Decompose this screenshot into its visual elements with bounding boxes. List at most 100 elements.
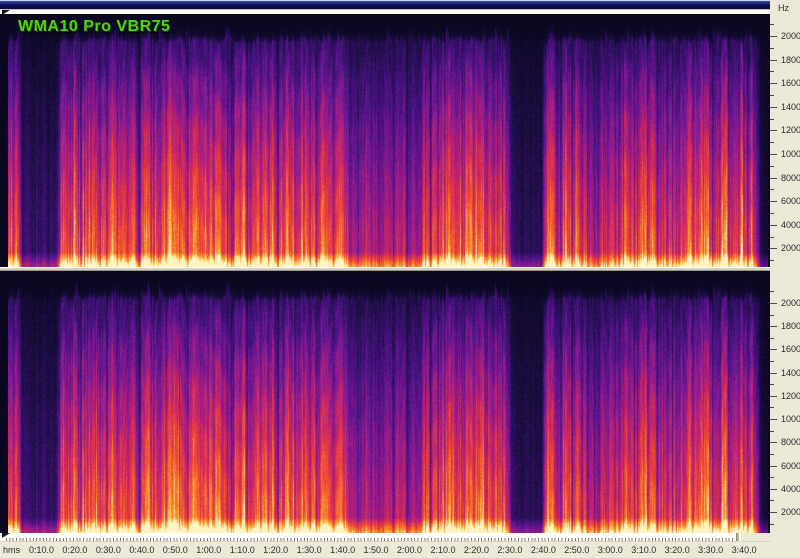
freq-minor-tick — [770, 95, 774, 96]
time-tick-label: 0:30.0 — [95, 545, 121, 555]
time-tick-label: 2:20.0 — [463, 545, 489, 555]
freq-major-tick — [770, 201, 777, 203]
selection-marker-icon[interactable] — [2, 533, 10, 538]
freq-tick-label: 20000 — [781, 31, 800, 41]
freq-tick-label: 10000 — [781, 149, 800, 159]
freq-major-tick — [770, 349, 777, 351]
time-tick-label: 3:10.0 — [631, 545, 657, 555]
freq-tick-label: 2000 — [781, 506, 800, 517]
freq-minor-tick — [770, 71, 774, 73]
time-tick-label: 2:50.0 — [564, 545, 590, 555]
freq-minor-tick — [770, 142, 774, 144]
time-tick-label: 3:20.0 — [664, 545, 690, 555]
freq-tick-label: 20000 — [781, 298, 800, 308]
seconds-tick-marks — [6, 538, 733, 541]
spectrogram-panel-left-channel[interactable]: WMA10 Pro VBR75 — [0, 14, 770, 267]
freq-major-tick — [770, 248, 777, 250]
frequency-axis[interactable]: 2000 4000 6000 8000 10000 12000 14000 16000 1800… — [770, 0, 800, 558]
ruler-handle[interactable] — [736, 533, 740, 541]
freq-major-tick — [770, 395, 777, 397]
freq-minor-tick — [770, 361, 774, 363]
freq-minor-tick — [770, 260, 774, 262]
panel-splitter[interactable] — [0, 267, 800, 271]
freq-tick-label: 10000 — [781, 414, 800, 425]
spectrogram-canvas-right[interactable] — [8, 271, 768, 533]
freq-tick-label: 6000 — [781, 196, 800, 207]
window-top-edge — [0, 0, 770, 1]
freq-tick-label: 12000 — [781, 390, 800, 401]
horizontal-ruler-top[interactable] — [0, 9, 770, 15]
freq-minor-tick — [770, 384, 774, 386]
time-tick-label: 1:20.0 — [263, 545, 289, 555]
time-tick-label: 1:00.0 — [196, 545, 222, 555]
freq-minor-tick — [770, 453, 774, 455]
freq-minor-tick — [770, 165, 774, 167]
window-top-bar — [0, 1, 770, 9]
freq-major-tick — [770, 488, 777, 490]
freq-major-tick — [770, 419, 777, 421]
freq-major-tick — [770, 177, 777, 179]
selection-marker-icon[interactable] — [2, 10, 10, 15]
spectrogram-panel-right-channel[interactable] — [0, 271, 770, 533]
time-tick-label: 3:30.0 — [698, 545, 724, 555]
freq-major-tick — [770, 83, 777, 85]
freq-tick-label: 6000 — [781, 460, 800, 471]
spectrogram-canvas-left[interactable] — [8, 14, 768, 267]
freq-minor-tick — [770, 189, 774, 191]
time-tick-label: 3:00.0 — [597, 545, 623, 555]
time-tick-label: 1:50.0 — [363, 545, 389, 555]
freq-tick-label: 2000 — [781, 243, 800, 254]
freq-tick-label: 8000 — [781, 437, 800, 448]
freq-major-tick — [770, 511, 777, 513]
freq-major-tick — [770, 224, 777, 226]
freq-tick-label: 8000 — [781, 172, 800, 183]
freq-minor-tick — [770, 407, 774, 409]
freq-minor-tick — [770, 430, 774, 432]
freq-tick-label: 14000 — [781, 101, 800, 112]
freq-tick-label: 14000 — [781, 367, 800, 378]
freq-minor-tick — [770, 291, 774, 293]
freq-tick-label: 4000 — [781, 219, 800, 230]
freq-minor-tick — [770, 337, 774, 339]
time-tick-label: 2:30.0 — [497, 545, 523, 555]
freq-tick-label: 18000 — [781, 321, 800, 332]
freq-minor-tick — [770, 47, 774, 49]
freq-tick-label: 16000 — [781, 344, 800, 355]
freq-major-tick — [770, 154, 777, 155]
freq-major-tick — [770, 465, 777, 467]
time-tick-label: 1:10.0 — [229, 545, 255, 555]
time-tick-label: 2:00.0 — [397, 545, 423, 555]
frequency-unit-label: Hz — [778, 3, 789, 13]
freq-major-tick — [770, 59, 777, 61]
freq-major-tick — [770, 442, 777, 444]
time-tick-label: 0:50.0 — [162, 545, 188, 555]
time-tick-label: 0:40.0 — [129, 545, 155, 555]
freq-tick-label: 12000 — [781, 125, 800, 136]
freq-minor-tick — [770, 477, 774, 479]
time-tick-label: 1:40.0 — [330, 545, 356, 555]
time-tick-label: 3:40.0 — [731, 545, 757, 555]
time-tick-label: 2:40.0 — [530, 545, 556, 555]
time-axis[interactable]: hms 0:10.0 0:20.0 0:30.0 0:40.0 0:50.0 1:00.0… — [0, 541, 800, 558]
freq-minor-tick — [770, 523, 774, 525]
time-tick-label: 1:30.0 — [296, 545, 322, 555]
freq-major-tick — [770, 106, 777, 108]
freq-tick-label: 4000 — [781, 483, 800, 494]
freq-minor-tick — [770, 314, 774, 316]
freq-major-tick — [770, 326, 777, 328]
freq-major-tick — [770, 36, 777, 37]
freq-major-tick — [770, 130, 777, 132]
freq-minor-tick — [770, 118, 774, 120]
time-tick-label: 0:20.0 — [62, 545, 88, 555]
freq-major-tick — [770, 372, 777, 374]
time-tick-label: 2:10.0 — [430, 545, 456, 555]
freq-minor-tick — [770, 213, 774, 214]
time-unit-label: hms — [3, 545, 21, 555]
freq-major-tick — [770, 303, 777, 304]
freq-tick-label: 16000 — [781, 78, 800, 89]
freq-minor-tick — [770, 236, 774, 238]
freq-minor-tick — [770, 24, 774, 26]
horizontal-ruler-bottom[interactable] — [0, 533, 741, 541]
freq-tick-label: 18000 — [781, 54, 800, 65]
